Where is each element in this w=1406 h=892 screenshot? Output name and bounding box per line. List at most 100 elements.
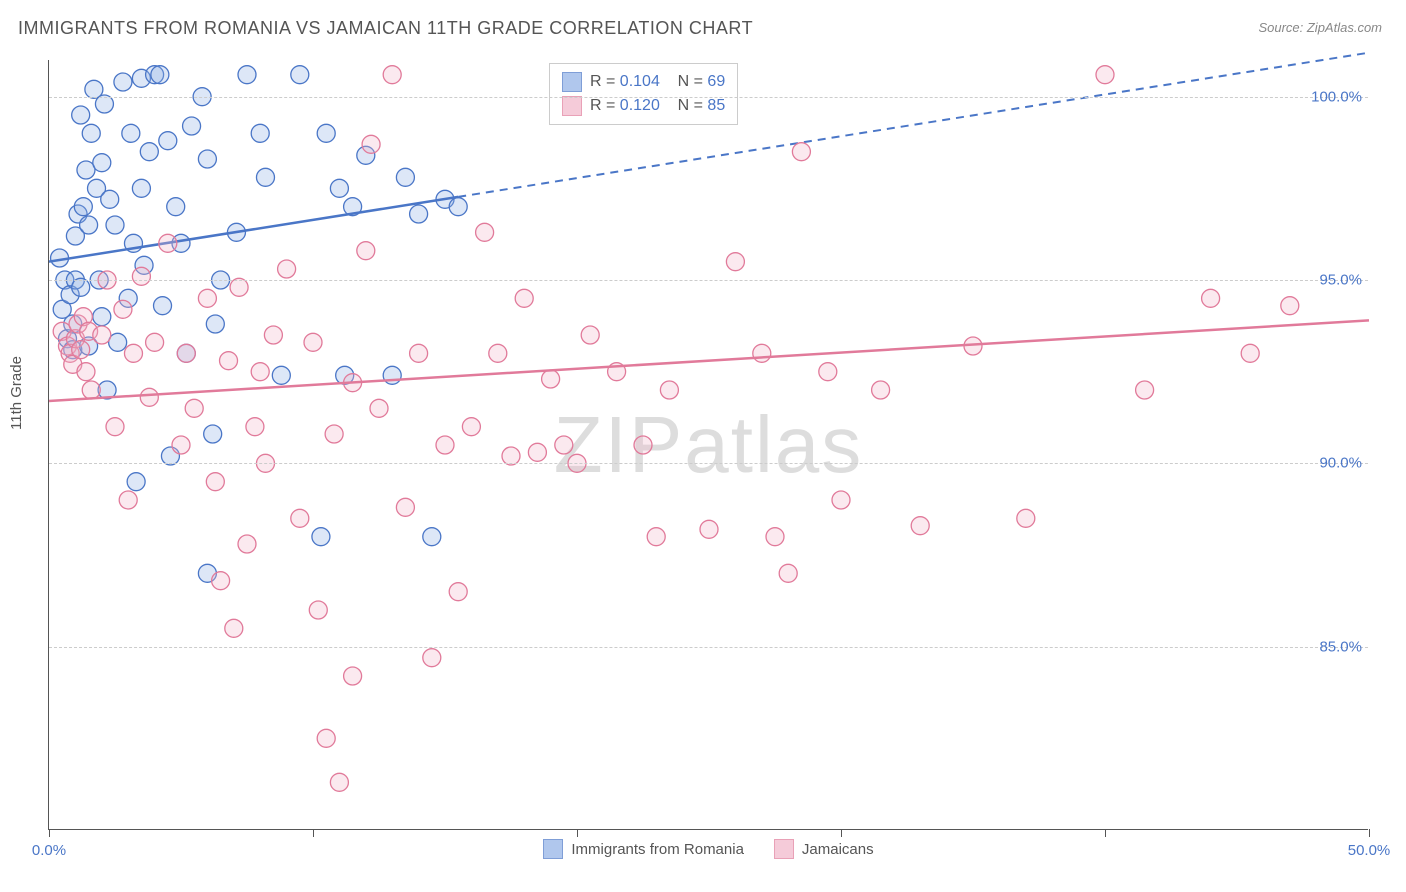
scatter-point-jamaica: [325, 425, 343, 443]
legend-stats: R = 0.104 N = 69 R = 0.120 N = 85: [549, 63, 738, 125]
scatter-point-romania: [206, 315, 224, 333]
scatter-point-romania: [159, 132, 177, 150]
scatter-point-jamaica: [792, 143, 810, 161]
scatter-point-jamaica: [238, 535, 256, 553]
scatter-point-romania: [101, 190, 119, 208]
scatter-point-romania: [312, 528, 330, 546]
scatter-point-jamaica: [832, 491, 850, 509]
scatter-point-romania: [127, 473, 145, 491]
y-axis-label: 11th Grade: [8, 356, 25, 430]
scatter-point-jamaica: [251, 363, 269, 381]
scatter-point-jamaica: [159, 234, 177, 252]
x-tick-label: 0.0%: [32, 842, 66, 859]
scatter-point-romania: [154, 297, 172, 315]
scatter-point-romania: [72, 106, 90, 124]
scatter-point-jamaica: [330, 773, 348, 791]
scatter-point-jamaica: [542, 370, 560, 388]
scatter-point-jamaica: [1096, 66, 1114, 84]
scatter-point-jamaica: [660, 381, 678, 399]
legend-item-romania: Immigrants from Romania: [543, 839, 744, 859]
scatter-point-romania: [93, 308, 111, 326]
scatter-point-romania: [106, 216, 124, 234]
chart-svg: [49, 60, 1368, 829]
scatter-point-jamaica: [72, 341, 90, 359]
scatter-point-jamaica: [555, 436, 573, 454]
scatter-point-jamaica: [309, 601, 327, 619]
scatter-point-romania: [423, 528, 441, 546]
x-tick: [313, 829, 314, 837]
y-tick-label: 95.0%: [1319, 272, 1362, 289]
scatter-point-romania: [80, 216, 98, 234]
legend-stats-row-romania: R = 0.104 N = 69: [562, 70, 725, 94]
scatter-point-jamaica: [230, 278, 248, 296]
scatter-point-jamaica: [114, 300, 132, 318]
y-tick-label: 90.0%: [1319, 455, 1362, 472]
scatter-point-romania: [95, 95, 113, 113]
gridline: [49, 280, 1368, 281]
scatter-point-jamaica: [515, 289, 533, 307]
scatter-point-jamaica: [362, 135, 380, 153]
legend-swatch-jamaica: [562, 96, 582, 116]
x-tick: [49, 829, 50, 837]
scatter-point-romania: [256, 168, 274, 186]
legend-swatch-jamaica: [774, 839, 794, 859]
y-tick-label: 100.0%: [1311, 88, 1362, 105]
scatter-point-jamaica: [779, 564, 797, 582]
scatter-point-romania: [251, 124, 269, 142]
scatter-point-jamaica: [220, 352, 238, 370]
legend-r-label: R =: [590, 73, 615, 90]
scatter-point-jamaica: [212, 572, 230, 590]
scatter-point-jamaica: [82, 381, 100, 399]
scatter-point-jamaica: [172, 436, 190, 454]
scatter-point-romania: [114, 73, 132, 91]
legend-series: Immigrants from Romania Jamaicans: [49, 839, 1368, 859]
scatter-point-romania: [140, 143, 158, 161]
scatter-point-jamaica: [225, 619, 243, 637]
trendline-jamaica: [49, 320, 1369, 401]
scatter-point-jamaica: [177, 344, 195, 362]
scatter-point-romania: [204, 425, 222, 443]
scatter-point-romania: [151, 66, 169, 84]
source-attribution: Source: ZipAtlas.com: [1258, 20, 1382, 35]
scatter-point-jamaica: [304, 333, 322, 351]
scatter-point-jamaica: [528, 443, 546, 461]
legend-n-label: N =: [678, 97, 703, 114]
scatter-point-romania: [74, 198, 92, 216]
scatter-point-jamaica: [124, 344, 142, 362]
scatter-point-jamaica: [198, 289, 216, 307]
scatter-point-romania: [238, 66, 256, 84]
scatter-point-jamaica: [106, 418, 124, 436]
scatter-point-jamaica: [383, 66, 401, 84]
scatter-point-jamaica: [766, 528, 784, 546]
scatter-point-jamaica: [317, 729, 335, 747]
legend-r-label: R =: [590, 97, 615, 114]
scatter-point-jamaica: [370, 399, 388, 417]
scatter-point-jamaica: [344, 667, 362, 685]
scatter-point-jamaica: [1202, 289, 1220, 307]
legend-label-romania: Immigrants from Romania: [571, 841, 744, 858]
gridline: [49, 463, 1368, 464]
legend-r-value-jamaica: 0.120: [620, 97, 660, 114]
scatter-point-jamaica: [206, 473, 224, 491]
x-tick-label: 50.0%: [1348, 842, 1391, 859]
scatter-point-jamaica: [357, 242, 375, 260]
scatter-point-romania: [410, 205, 428, 223]
scatter-point-romania: [183, 117, 201, 135]
scatter-point-jamaica: [819, 363, 837, 381]
scatter-point-romania: [167, 198, 185, 216]
scatter-point-jamaica: [634, 436, 652, 454]
scatter-point-jamaica: [489, 344, 507, 362]
gridline: [49, 97, 1368, 98]
gridline: [49, 647, 1368, 648]
scatter-point-romania: [317, 124, 335, 142]
scatter-point-romania: [272, 366, 290, 384]
legend-r-value-romania: 0.104: [620, 73, 660, 90]
scatter-point-jamaica: [410, 344, 428, 362]
scatter-point-jamaica: [581, 326, 599, 344]
scatter-point-jamaica: [132, 267, 150, 285]
scatter-point-romania: [72, 278, 90, 296]
legend-swatch-romania: [543, 839, 563, 859]
scatter-point-jamaica: [246, 418, 264, 436]
legend-n-value-romania: 69: [707, 73, 725, 90]
scatter-point-romania: [291, 66, 309, 84]
